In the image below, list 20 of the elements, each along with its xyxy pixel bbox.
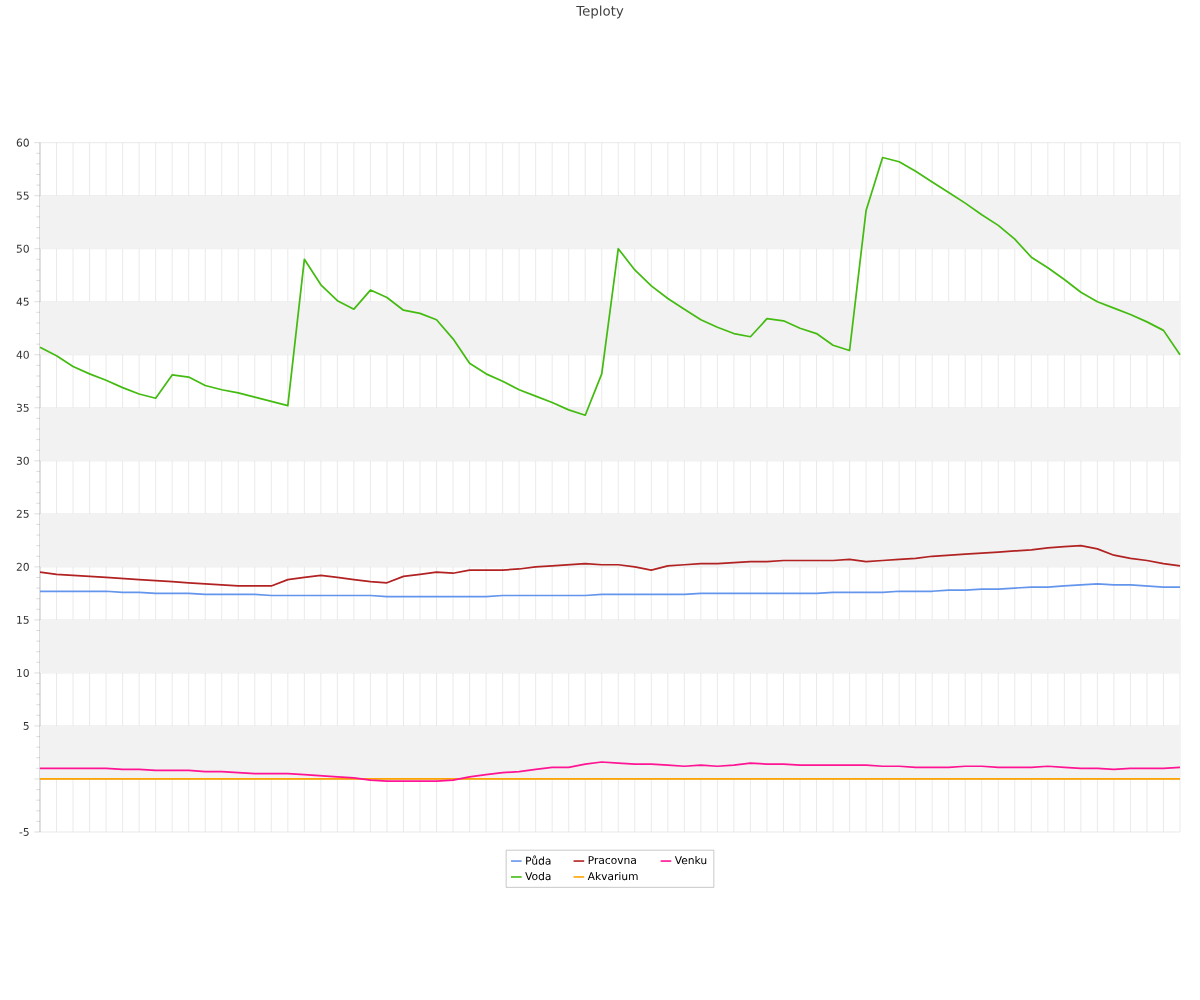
y-tick-label: 50 — [16, 244, 29, 253]
y-tick-label: 15 — [17, 615, 29, 624]
y-tick-label: 55 — [16, 191, 29, 200]
legend-label: Akvarium — [587, 871, 638, 881]
y-tick-label: 30 — [16, 456, 29, 465]
y-tick-label: 45 — [16, 297, 29, 306]
y-tick-label: 20 — [16, 562, 29, 571]
y-tick-label: 5 — [23, 721, 29, 730]
legend-label: Voda — [525, 871, 551, 881]
chart-title: Teploty — [576, 5, 624, 19]
legend-label: Venku — [674, 856, 707, 865]
legend-label: Půda — [526, 855, 551, 865]
line-series — [39, 156, 1181, 417]
y-tick-label: 35 — [16, 403, 29, 412]
y-tick-label: 25 — [16, 509, 29, 518]
y-tick-label: -5 — [19, 828, 29, 836]
y-tick-label: 40 — [16, 350, 29, 359]
y-tick-label: 10 — [17, 668, 29, 677]
y-tick-label: 60 — [16, 138, 29, 147]
legend-label: Pracovna — [588, 856, 636, 865]
